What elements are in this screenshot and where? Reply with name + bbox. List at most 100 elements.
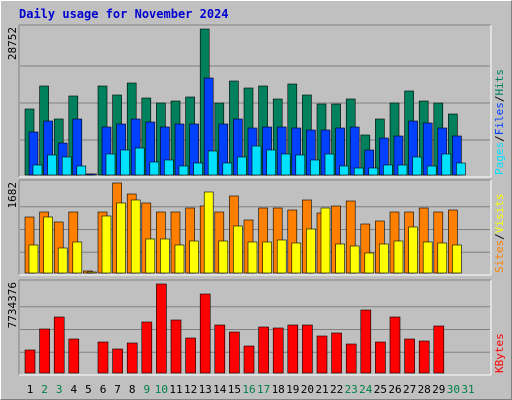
panel-kbytes-max-label: 7734376 <box>6 282 19 328</box>
bar-visits-day-1 <box>28 244 39 274</box>
bar-kbytes-day-22 <box>331 332 342 374</box>
chart-title: Daily usage for November 2024 <box>19 7 229 21</box>
day-label-3: 3 <box>56 383 63 396</box>
bar-kbytes-day-16 <box>243 345 255 374</box>
bar-visits-day-13 <box>203 191 214 274</box>
bar-visits-day-29 <box>437 242 448 274</box>
bar-kbytes-day-12 <box>185 337 196 374</box>
bar-kbytes-day-24 <box>360 309 372 374</box>
bar-kbytes-day-19 <box>287 324 299 374</box>
day-label-1: 1 <box>27 383 34 396</box>
bar-visits-day-10 <box>160 238 170 274</box>
bar-pages-day-21 <box>324 153 335 176</box>
bar-kbytes-day-27 <box>404 338 415 374</box>
bar-visits-day-18 <box>276 239 287 274</box>
day-label-4: 4 <box>70 383 77 396</box>
bar-pages-day-17 <box>266 149 276 176</box>
bar-kbytes-day-18 <box>272 327 284 374</box>
day-label-12: 12 <box>184 383 197 396</box>
bar-pages-day-4 <box>76 165 87 176</box>
bar-kbytes-day-23 <box>345 343 357 374</box>
day-label-16: 16 <box>242 383 255 396</box>
bar-pages-day-8 <box>134 147 145 176</box>
bar-pages-day-18 <box>280 153 291 176</box>
bar-pages-day-30 <box>456 162 466 176</box>
panel-hits-files-pages-max-label: 28752 <box>6 27 19 60</box>
bar-visits-day-5 <box>87 271 97 274</box>
bar-visits-day-22 <box>335 243 345 274</box>
bar-visits-day-26 <box>393 240 404 274</box>
bar-pages-day-13 <box>207 150 218 176</box>
bar-visits-day-25 <box>379 243 389 274</box>
legend-separator: / <box>493 96 506 103</box>
bar-pages-day-6 <box>105 153 116 176</box>
day-label-24: 24 <box>359 383 373 396</box>
bar-pages-day-9 <box>149 161 160 176</box>
bar-pages-day-22 <box>339 165 349 176</box>
day-label-7: 7 <box>114 383 121 396</box>
day-label-26: 26 <box>388 383 401 396</box>
bar-visits-day-19 <box>291 242 302 274</box>
bar-kbytes-day-28 <box>418 340 430 374</box>
panel-visits-sites-max-label: 1682 <box>6 182 19 209</box>
bar-kbytes-day-20 <box>302 324 313 374</box>
day-label-15: 15 <box>228 383 241 396</box>
bar-pages-day-11 <box>178 165 189 176</box>
day-label-10: 10 <box>155 383 168 396</box>
bar-visits-day-2 <box>43 216 53 274</box>
bar-visits-day-8 <box>130 199 141 274</box>
bar-kbytes-day-7 <box>112 348 123 374</box>
bar-visits-day-24 <box>364 252 375 274</box>
day-label-17: 17 <box>257 383 270 396</box>
bar-pages-day-28 <box>426 165 437 176</box>
bar-pages-day-12 <box>193 162 203 176</box>
bar-visits-day-11 <box>174 244 185 274</box>
day-label-14: 14 <box>213 383 227 396</box>
legend-entry-visits: Visits <box>493 194 506 234</box>
bar-pages-day-26 <box>397 164 408 176</box>
day-label-18: 18 <box>272 383 285 396</box>
bar-files-day-5 <box>87 173 97 176</box>
bar-kbytes-day-26 <box>389 316 401 374</box>
bar-visits-day-4 <box>72 241 83 274</box>
bar-kbytes-day-1 <box>24 349 36 374</box>
bar-kbytes-day-14 <box>214 324 226 374</box>
bar-pages-day-15 <box>237 156 247 176</box>
bar-visits-day-3 <box>57 247 68 274</box>
bar-visits-day-14 <box>218 240 229 274</box>
bar-pages-day-27 <box>412 156 422 176</box>
bar-visits-day-30 <box>452 244 462 274</box>
bar-kbytes-day-17 <box>258 326 269 374</box>
panel-visits-sites-legend: Sites/Visits <box>493 194 506 274</box>
bar-kbytes-day-11 <box>170 319 182 374</box>
bar-visits-day-17 <box>262 241 272 274</box>
bar-visits-day-16 <box>247 241 258 274</box>
day-label-27: 27 <box>403 383 416 396</box>
bar-pages-day-19 <box>295 154 306 176</box>
legend-entry-kbytes: KBytes <box>493 333 506 373</box>
day-label-21: 21 <box>315 383 328 396</box>
bar-visits-day-23 <box>349 245 360 274</box>
bar-visits-day-9 <box>145 238 156 274</box>
bar-pages-day-16 <box>251 145 262 176</box>
day-label-29: 29 <box>432 383 445 396</box>
legend-entry-sites: Sites <box>493 240 506 273</box>
panel-hits-files-pages-legend: Pages/Files/Hits <box>493 69 506 175</box>
day-label-5: 5 <box>85 383 92 396</box>
bar-kbytes-day-10 <box>156 283 167 374</box>
bar-kbytes-day-29 <box>433 325 445 374</box>
day-label-25: 25 <box>374 383 387 396</box>
bar-visits-day-7 <box>116 202 126 274</box>
bar-kbytes-day-9 <box>141 321 153 374</box>
legend-entry-hits: Hits <box>493 69 506 96</box>
day-label-8: 8 <box>129 383 136 396</box>
bar-visits-day-6 <box>101 215 112 274</box>
legend-entry-pages: Pages <box>493 142 506 175</box>
bar-kbytes-day-21 <box>316 335 328 374</box>
day-label-30: 30 <box>447 383 460 396</box>
bar-pages-day-3 <box>61 156 72 176</box>
bar-visits-day-20 <box>306 228 316 274</box>
day-label-19: 19 <box>286 383 299 396</box>
day-label-11: 11 <box>169 383 182 396</box>
bar-pages-day-2 <box>47 154 57 176</box>
